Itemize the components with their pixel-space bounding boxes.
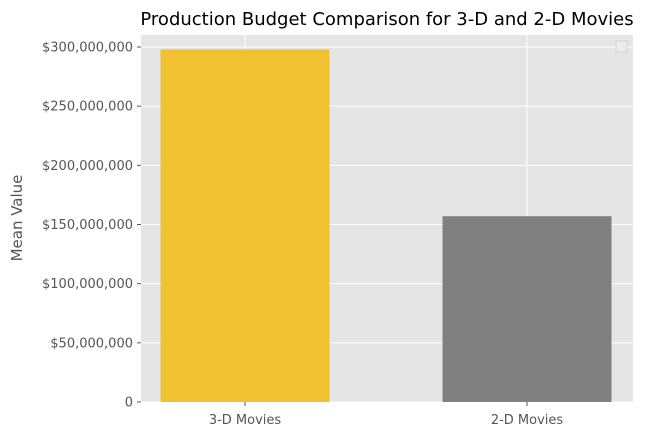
bars (160, 49, 612, 402)
y-tick-label: $100,000,000 (42, 277, 133, 292)
legend-box (615, 40, 628, 53)
chart-title: Production Budget Comparison for 3-D and… (140, 9, 633, 30)
y-axis-ticks: 0 $50,000,000 $100,000,000 $150,000,000 $200… (42, 41, 141, 411)
y-axis-label: Mean Value (8, 175, 26, 262)
x-tick-label: 2-D Movies (491, 413, 564, 428)
x-tick-label: 3-D Movies (209, 413, 282, 428)
y-tick-label: $300,000,000 (42, 41, 133, 56)
bar-3-d-movies (160, 49, 330, 402)
y-tick-label: $50,000,000 (50, 336, 133, 351)
x-axis-ticks: 3-D Movies 2-D Movies (209, 402, 564, 428)
y-tick-label: $250,000,000 (42, 100, 133, 115)
bar-2-d-movies (442, 216, 612, 402)
y-tick-label: $150,000,000 (42, 218, 133, 233)
y-tick-label: $200,000,000 (42, 159, 133, 174)
y-tick-label: 0 (125, 396, 133, 411)
